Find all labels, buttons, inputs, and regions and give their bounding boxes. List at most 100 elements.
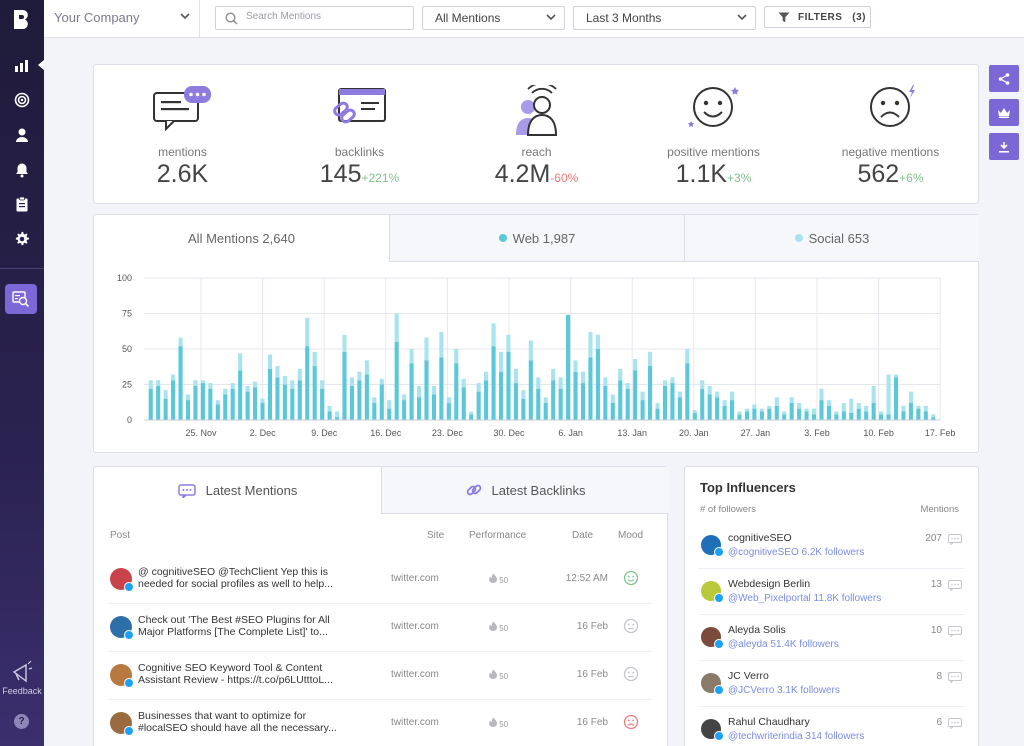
bar-web [729, 400, 735, 420]
bar-social [804, 408, 809, 412]
flame-icon [489, 669, 497, 679]
bar-social [729, 391, 735, 401]
bar-web [662, 385, 668, 420]
nav-analytics[interactable] [0, 50, 44, 80]
bar-social [334, 411, 340, 418]
bar-web [633, 370, 638, 420]
bar-web [901, 411, 906, 420]
influencer-handle[interactable]: @Web_Pixelportal 11.8K followers [728, 593, 882, 604]
influencer-handle[interactable]: @cognitiveSEO 6.2K followers [728, 547, 865, 558]
post-text[interactable]: Cognitive SEO Keyword Tool & Content Ass… [138, 662, 333, 686]
bar-web [238, 370, 243, 420]
topbar-divider [199, 0, 200, 38]
filters-button[interactable]: FILTERS (3) [764, 6, 871, 28]
influencer-handle[interactable]: @aleyda 51.4K followers [728, 639, 839, 650]
bar-social [394, 313, 399, 342]
influencer-name[interactable]: Rahul Chaudhary [728, 716, 810, 728]
comment-icon[interactable] [948, 580, 962, 591]
influencer-name[interactable]: cognitiveSEO [728, 532, 792, 544]
feedback-button[interactable]: Feedback [0, 660, 44, 696]
nav-reports[interactable] [0, 189, 44, 219]
influencer-name[interactable]: Aleyda Solis [728, 624, 786, 636]
tab-all-mentions[interactable]: All Mentions 2,640 [94, 215, 389, 262]
mentions-bar-chart: 0 25 50 75 100 25. Nov 2. Dec 9. Dec 16. Dec 23. … [117, 273, 955, 438]
bar-web [469, 414, 474, 420]
table-row[interactable]: Cognitive SEO Keyword Tool & Content Ass… [108, 652, 652, 700]
twitter-icon [714, 639, 724, 649]
influencer-row[interactable]: Webdesign Berlin @Web_Pixelportal 11.8K … [699, 569, 964, 615]
filters-label: FILTERS [798, 12, 843, 23]
bar-social [849, 398, 854, 413]
influencer-row[interactable]: JC Verro @JCVerro 3.1K followers 8 [699, 661, 964, 707]
bar-social [282, 375, 287, 385]
chevron-down-icon[interactable] [180, 13, 190, 20]
nav-profile[interactable] [0, 120, 44, 150]
influencer-name[interactable]: JC Verro [728, 670, 769, 682]
col-followers: # of followers [700, 504, 756, 515]
search-box[interactable] [215, 6, 414, 30]
post-text[interactable]: Check out 'The Best #SEO Plugins for All… [138, 614, 330, 638]
tab-web[interactable]: Web 1,987 [389, 215, 684, 262]
mention-tool-button[interactable] [5, 284, 37, 314]
bar-social [797, 402, 802, 409]
tab-latest-mentions[interactable]: Latest Mentions [94, 467, 381, 514]
app-logo[interactable] [11, 8, 33, 30]
tab-social[interactable]: Social 653 [684, 215, 979, 262]
active-indicator [38, 60, 44, 70]
tab-latest-backlinks[interactable]: Latest Backlinks [381, 467, 669, 514]
nav-tracking[interactable] [0, 85, 44, 115]
stat-value: 4.2M-60% [448, 160, 625, 189]
social-dot-icon [794, 234, 803, 242]
bar-web [513, 383, 518, 420]
comment-icon[interactable] [948, 534, 962, 545]
bar-social [603, 377, 608, 386]
bar-social [178, 337, 183, 347]
sad-face-icon [869, 85, 915, 127]
influencer-handle[interactable]: @JCVerro 3.1K followers [728, 685, 840, 696]
comment-icon[interactable] [948, 626, 962, 637]
bar-social [886, 374, 891, 415]
company-selector[interactable]: Your Company [54, 10, 140, 25]
post-text[interactable]: Businesses that want to optimize for #lo… [138, 710, 337, 734]
table-row[interactable]: @ cognitiveSEO @TechClient Yep this is n… [108, 556, 652, 604]
search-input[interactable] [246, 11, 406, 22]
influencer-row[interactable]: Aleyda Solis @aleyda 51.4K followers 10 [699, 615, 964, 661]
influencer-row[interactable]: cognitiveSEO @cognitiveSEO 6.2K follower… [699, 523, 964, 569]
table-row[interactable]: Businesses that want to optimize for #lo… [108, 700, 652, 746]
bar-social [424, 337, 429, 361]
premium-button[interactable] [989, 99, 1019, 126]
bar-web [625, 388, 630, 420]
nav-settings[interactable] [0, 224, 44, 254]
bar-web [588, 357, 593, 420]
date-range-dropdown[interactable]: Last 3 Months [573, 6, 756, 30]
influencer-name[interactable]: Webdesign Berlin [728, 578, 811, 590]
neutral-mood-icon[interactable] [623, 618, 639, 634]
mention-type-dropdown[interactable]: All Mentions [422, 6, 565, 30]
help-icon[interactable]: ? [14, 714, 29, 729]
influencer-row[interactable]: Rahul Chaudhary @techwriterindia 314 fol… [699, 707, 964, 746]
bar-web [171, 380, 176, 420]
stat-label: backlinks [334, 145, 385, 159]
share-button[interactable] [989, 65, 1019, 92]
tab-label: Social 653 [808, 230, 870, 246]
stat-reach: reach 4.2M-60% [448, 65, 625, 205]
negative-mood-icon[interactable] [623, 714, 639, 730]
bar-web [484, 380, 489, 420]
bar-web [349, 385, 355, 420]
influencer-handle[interactable]: @techwriterindia 314 followers [728, 731, 865, 742]
bar-web [610, 402, 615, 420]
bar-social [208, 383, 213, 389]
bar-social [782, 411, 787, 415]
comment-icon[interactable] [948, 718, 962, 729]
bar-social [446, 397, 451, 403]
post-text[interactable]: @ cognitiveSEO @TechClient Yep this is n… [138, 566, 333, 590]
table-row[interactable]: Check out 'The Best #SEO Plugins for All… [108, 604, 652, 652]
mentions-chart-card: All Mentions 2,640 Web 1,987 Social 653 … [93, 214, 979, 453]
download-button[interactable] [989, 133, 1019, 160]
positive-mood-icon[interactable] [623, 570, 639, 586]
nav-alerts[interactable] [0, 155, 44, 185]
comment-icon[interactable] [948, 672, 962, 683]
bar-social [528, 340, 533, 361]
bar-web [759, 411, 764, 420]
neutral-mood-icon[interactable] [623, 666, 639, 682]
